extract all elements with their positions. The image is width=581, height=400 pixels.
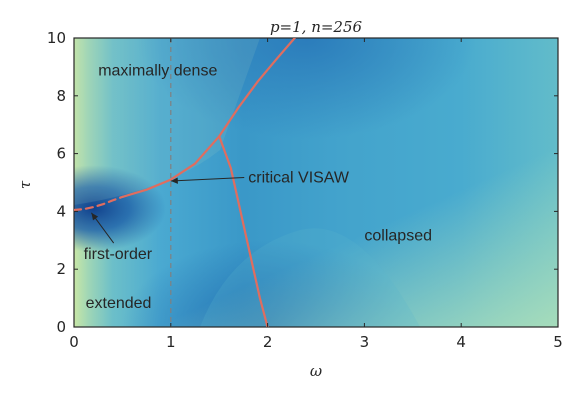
x-tick-label: 2 xyxy=(263,333,273,351)
annotation-arrowhead-first-order xyxy=(91,212,99,221)
y-tick-label: 4 xyxy=(56,202,66,220)
plot-frame xyxy=(73,37,559,328)
annotation-maximally-dense: maximally dense xyxy=(98,63,217,80)
x-axis-label: ω xyxy=(310,362,322,380)
y-tick-label: 6 xyxy=(56,145,66,163)
annotation-first-order: first-order xyxy=(84,246,153,263)
x-tick-label: 4 xyxy=(456,333,466,351)
x-tick-label: 1 xyxy=(166,333,176,351)
annotation-arrowhead-critical-visaw xyxy=(170,177,178,184)
annotation-critical-visaw: critical VISAW xyxy=(248,170,350,187)
y-tick-label: 0 xyxy=(56,318,66,336)
y-tick-label: 2 xyxy=(56,260,66,278)
x-tick-label: 3 xyxy=(360,333,370,351)
phase-boundary-dense-collapsed xyxy=(218,135,269,327)
chart-title: p=1, n=256 xyxy=(270,18,363,36)
heatmap-background xyxy=(74,38,558,327)
annotation-arrow-critical-visaw xyxy=(170,177,245,182)
annotation-extended: extended xyxy=(86,295,152,312)
phase-boundary-dense-extended-first-order xyxy=(74,195,124,212)
y-tick-label: 8 xyxy=(56,87,66,105)
y-axis-label: τ xyxy=(16,180,34,189)
annotation-collapsed: collapsed xyxy=(364,227,432,244)
x-tick-label: 0 xyxy=(69,333,79,351)
x-tick-label: 5 xyxy=(553,333,563,351)
y-tick-label: 10 xyxy=(47,29,66,47)
